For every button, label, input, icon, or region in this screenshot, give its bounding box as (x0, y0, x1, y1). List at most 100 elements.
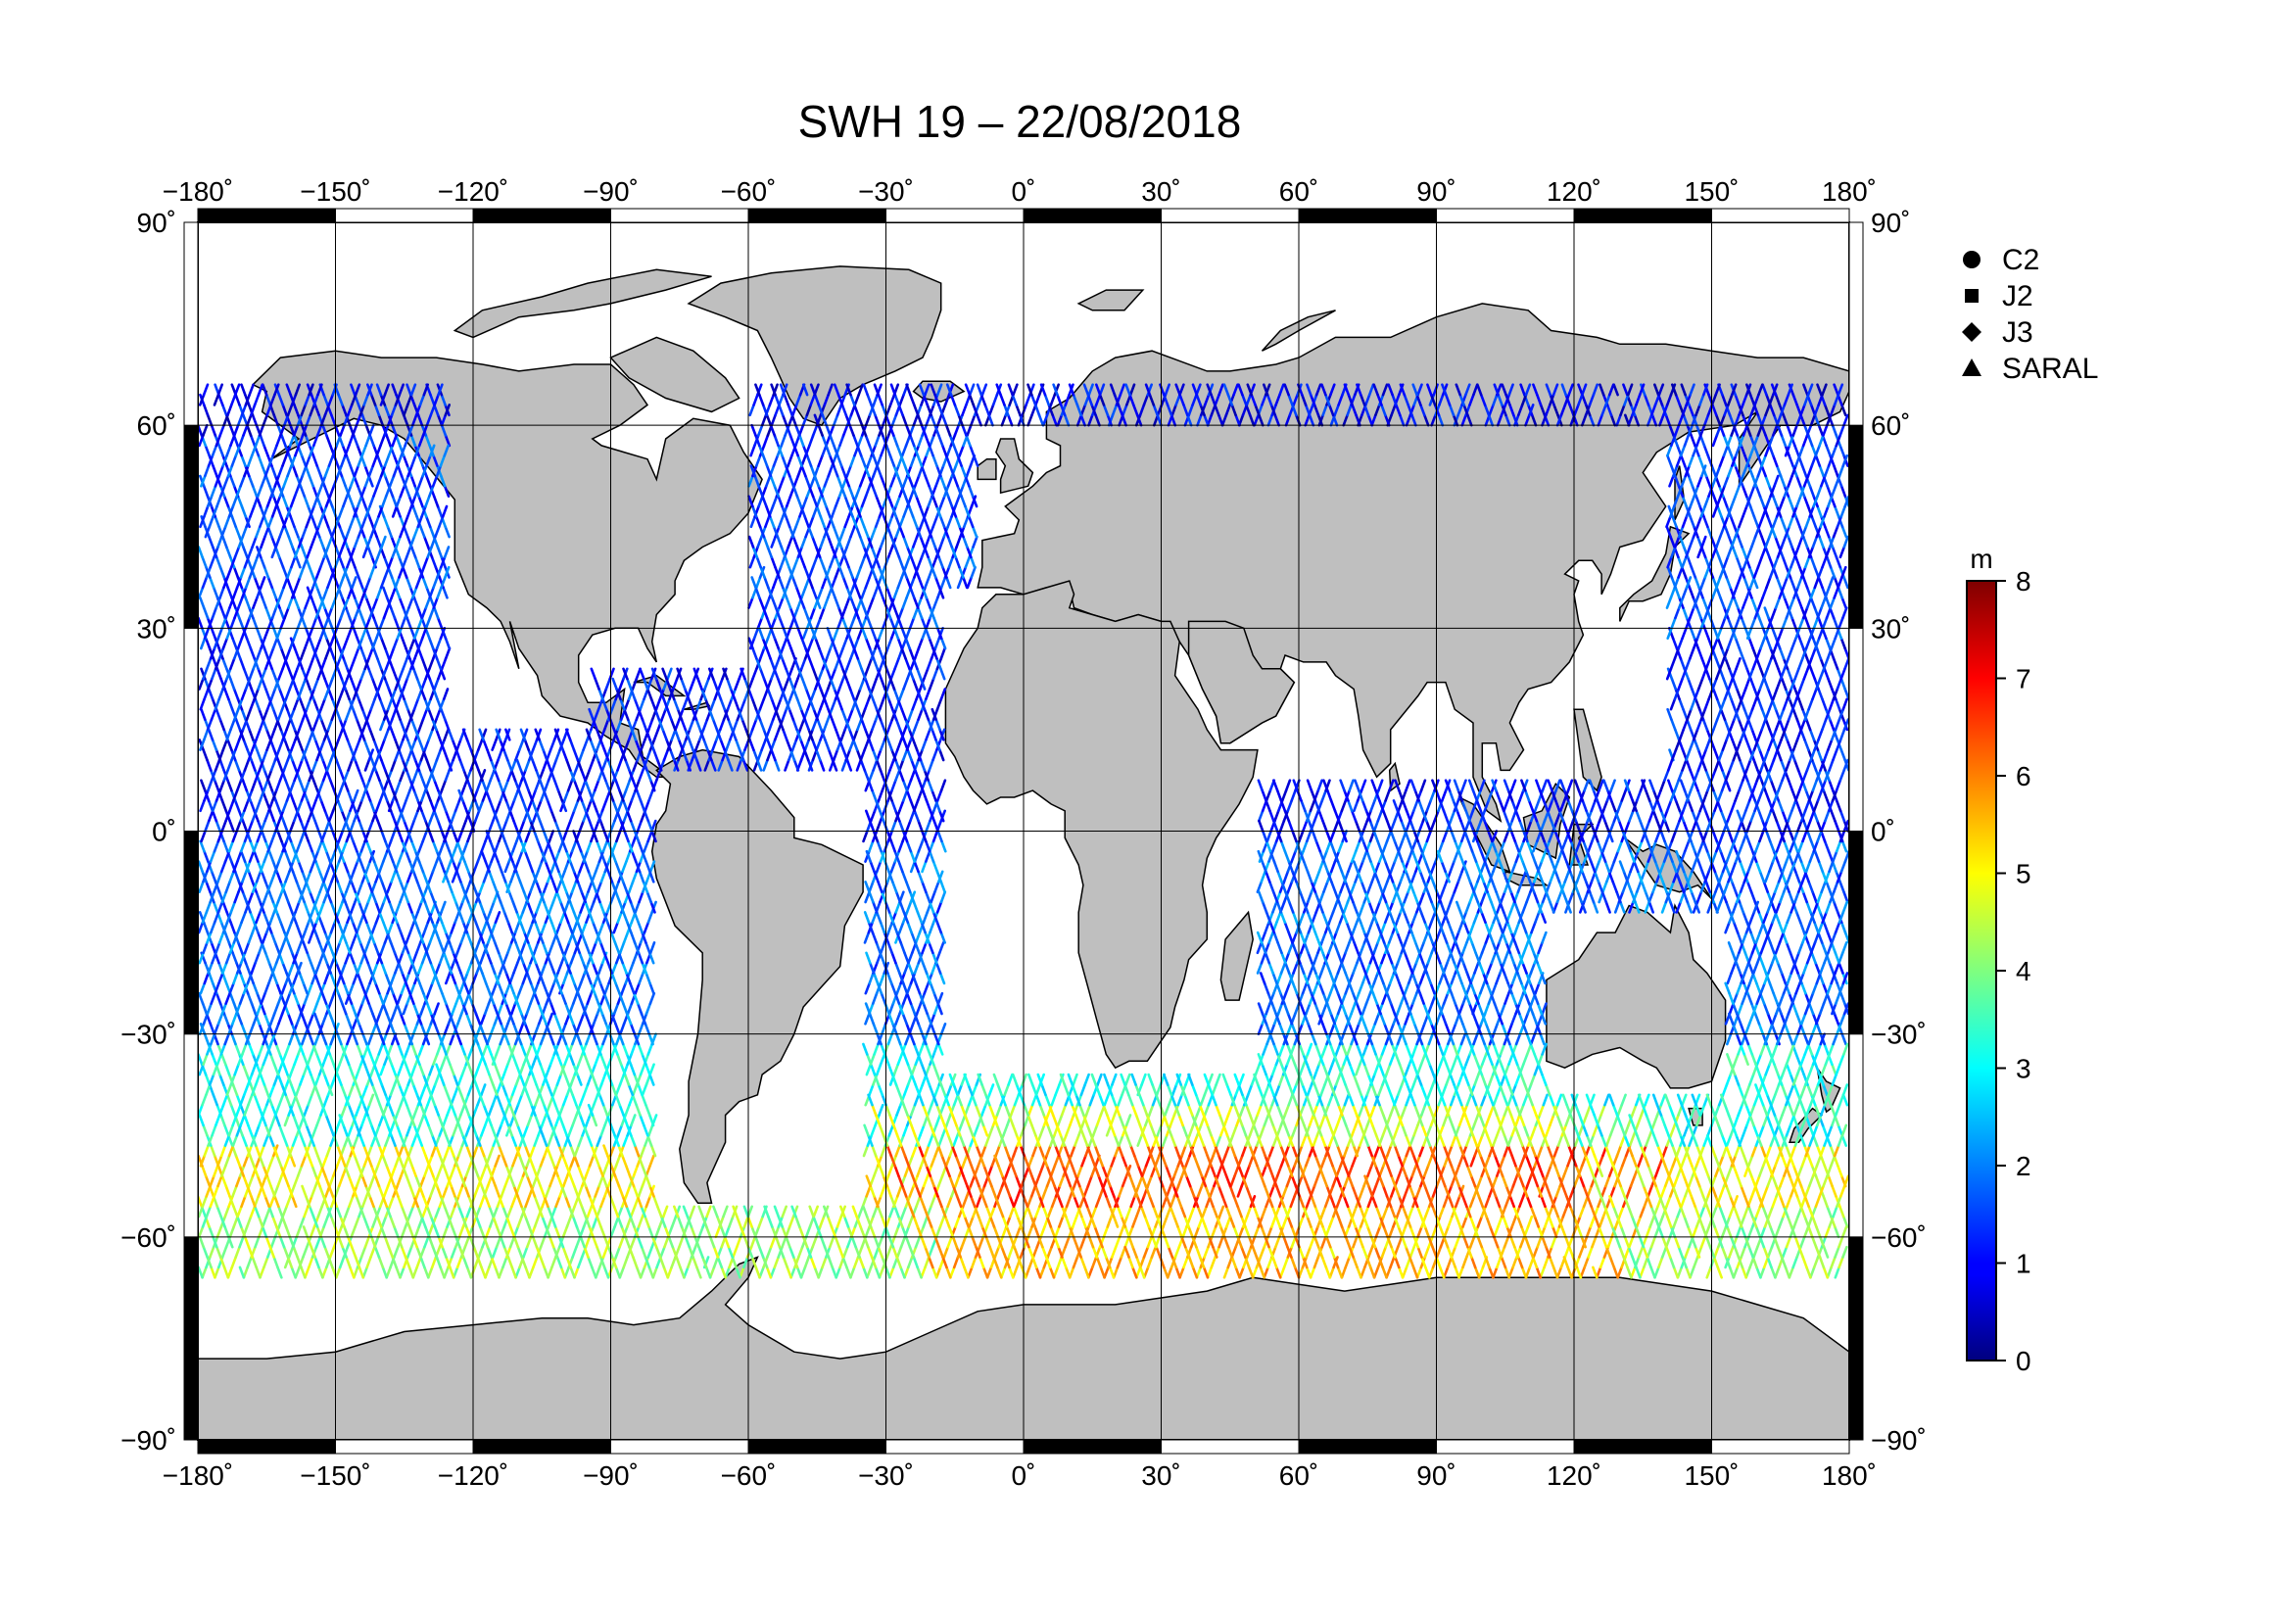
track-segment (409, 738, 417, 751)
track-segment (1757, 911, 1764, 925)
track-segment (201, 1165, 208, 1177)
track-segment (439, 839, 446, 853)
track-segment (298, 1073, 306, 1086)
track-segment (264, 1235, 272, 1249)
track-segment (202, 1123, 209, 1137)
track-segment (399, 769, 406, 783)
track-segment (1807, 1002, 1815, 1016)
track-segment (1800, 1103, 1807, 1117)
track-segment (234, 1042, 241, 1056)
track-segment (434, 961, 442, 975)
track-segment (224, 1184, 231, 1198)
track-segment (1833, 1012, 1840, 1026)
track-segment (348, 981, 356, 995)
track-segment (240, 1195, 247, 1209)
track-segment (361, 1083, 369, 1097)
track-segment (1772, 991, 1779, 1005)
track-segment (219, 1114, 226, 1127)
track-segment (1694, 697, 1701, 711)
track-segment (1682, 606, 1689, 620)
track-segment (1787, 779, 1794, 792)
track-segment (1749, 931, 1756, 944)
track-segment (435, 637, 443, 650)
track-segment (285, 1195, 292, 1209)
track-segment (255, 1266, 262, 1279)
track-segment (1739, 860, 1745, 874)
track-segment (306, 1053, 313, 1066)
track-segment (1704, 769, 1711, 783)
track-segment (264, 1123, 271, 1137)
track-segment (1827, 1174, 1834, 1188)
track-segment (229, 1103, 237, 1117)
track-segment (1716, 637, 1724, 650)
track-segment (379, 1063, 386, 1076)
track-segment (1792, 1083, 1800, 1097)
track-segment (1588, 413, 1596, 427)
track-segment (412, 809, 419, 823)
track-segment (408, 921, 415, 934)
track-segment (259, 1144, 265, 1158)
track-segment (1781, 809, 1788, 823)
track-segment (374, 799, 382, 813)
track-segment (256, 1174, 263, 1188)
track-segment (1724, 657, 1731, 671)
track-segment (1747, 961, 1754, 975)
track-segment (337, 1174, 345, 1188)
track-segment (263, 1134, 269, 1147)
track-segment (1814, 1063, 1821, 1076)
track-segment (292, 1174, 300, 1188)
track-segment (241, 1063, 249, 1076)
track-segment (377, 1042, 384, 1056)
track-segment (315, 991, 322, 1005)
track-segment (269, 1235, 277, 1249)
track-segment (325, 1144, 332, 1158)
track-segment (314, 1235, 322, 1249)
track-segment (206, 1256, 213, 1269)
track-segment (485, 779, 493, 792)
track-segment (261, 1215, 268, 1228)
track-segment (322, 1093, 330, 1107)
track-segment (284, 1225, 292, 1239)
track-segment (1693, 738, 1700, 751)
land-masses (198, 265, 1849, 1440)
track-segment (204, 1174, 212, 1188)
track-segment (514, 748, 521, 762)
track-segment (208, 972, 215, 985)
track-segment (1806, 1083, 1813, 1097)
track-segment (453, 799, 461, 813)
track-segment (238, 1235, 245, 1249)
track-segment (440, 657, 448, 671)
track-segment (313, 1032, 321, 1046)
track-segment (428, 657, 435, 671)
track-segment (307, 1093, 313, 1107)
track-segment (299, 1215, 306, 1228)
track-segment (411, 1023, 419, 1035)
track-segment (1769, 941, 1776, 955)
track-segment (198, 1235, 206, 1249)
track-segment (307, 981, 313, 995)
track-segment (1780, 972, 1788, 985)
track-segment (251, 1256, 259, 1269)
track-segment (364, 860, 372, 874)
track-segment (366, 1032, 374, 1046)
track-segment (1742, 911, 1748, 925)
track-segment (234, 1154, 242, 1168)
track-segment (1696, 646, 1703, 660)
track-segment (344, 1205, 351, 1218)
track-segment (1757, 1023, 1765, 1035)
track-segment (387, 1042, 394, 1056)
track-segment (1829, 1103, 1837, 1117)
track-segment (396, 991, 404, 1005)
track-segment (1714, 657, 1722, 671)
track-segment (1822, 981, 1829, 995)
track-segment (270, 1114, 277, 1127)
track-segment (329, 1032, 336, 1046)
track-segment (363, 941, 370, 955)
track-segment (1690, 839, 1696, 853)
track-segment (1754, 860, 1762, 874)
track-segment (1831, 1184, 1838, 1198)
track-segment (497, 748, 503, 762)
track-segment (1826, 931, 1834, 944)
track-segment (235, 1174, 242, 1188)
